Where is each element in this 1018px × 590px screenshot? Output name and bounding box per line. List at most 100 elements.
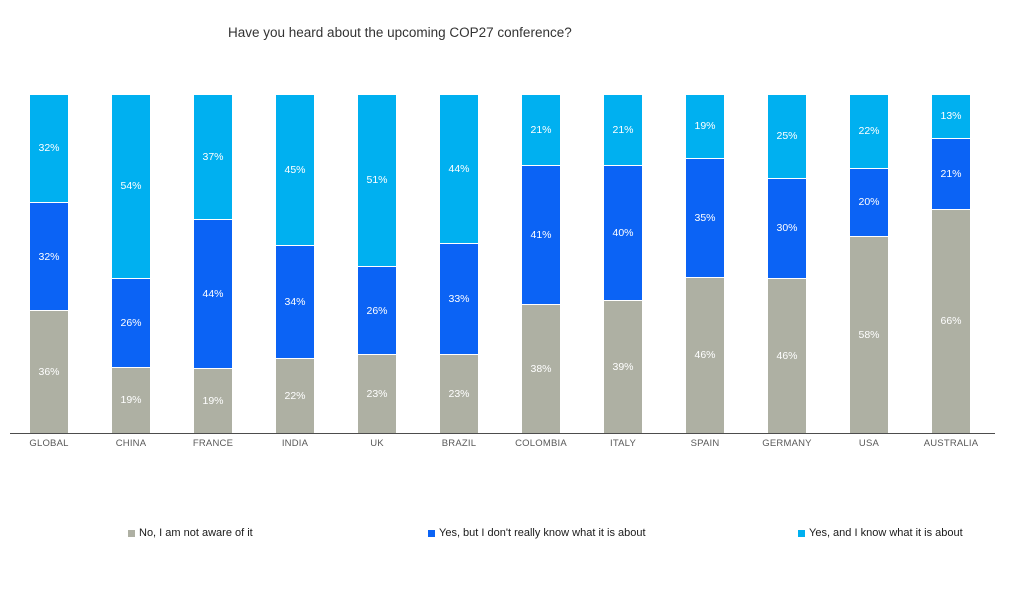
bar-value-label: 39%: [612, 360, 634, 373]
bar-segment: 58%: [850, 236, 888, 433]
x-axis-label-germany: GERMANY: [762, 438, 812, 449]
bar-value-label: 51%: [366, 174, 388, 187]
bar-segment: 30%: [768, 178, 806, 280]
bar-value-label: 44%: [202, 287, 224, 300]
legend-swatch-icon: [798, 529, 805, 537]
bar-segment: 19%: [686, 95, 724, 160]
bar-australia: 66% 21% 13%: [932, 95, 970, 433]
bar-value-label: 38%: [530, 362, 552, 375]
bar-segment: 41%: [522, 165, 560, 305]
bar-segment: 13%: [932, 95, 970, 139]
bar-value-label: 21%: [940, 167, 962, 180]
x-axis-label-spain: SPAIN: [690, 438, 720, 449]
bar-value-label: 19%: [694, 120, 716, 133]
bar-value-label: 25%: [776, 130, 798, 143]
bar-segment: 21%: [522, 95, 560, 166]
bar-segment: 32%: [30, 203, 68, 312]
bar-value-label: 41%: [530, 228, 552, 241]
x-axis-label-france: FRANCE: [192, 438, 234, 449]
legend-swatch-icon: [428, 529, 435, 537]
bar-segment: 22%: [850, 95, 888, 170]
bar-value-label: 54%: [120, 180, 142, 193]
bar-segment: 36%: [30, 311, 68, 433]
bar-value-label: 21%: [530, 123, 552, 136]
bar-colombia: 38% 41% 21%: [522, 95, 560, 433]
bar-segment: 23%: [440, 355, 478, 433]
bar-segment: 39%: [604, 301, 642, 433]
x-axis-label-colombia: COLOMBIA: [515, 438, 567, 449]
bar-value-label: 58%: [858, 328, 880, 341]
bar-segment: 34%: [276, 245, 314, 360]
x-axis-label-china: CHINA: [115, 438, 147, 449]
bar-segment: 20%: [850, 169, 888, 237]
legend-item: No, I am not aware of it: [128, 527, 253, 539]
bar-france: 19% 44% 37%: [194, 95, 232, 433]
x-axis-label-australia: AUSTRALIA: [923, 438, 979, 449]
bar-segment: 37%: [194, 95, 232, 221]
bar-italy: 39% 40% 21%: [604, 95, 642, 433]
bar-value-label: 32%: [38, 142, 60, 155]
bar-value-label: 40%: [612, 226, 634, 239]
bar-value-label: 23%: [448, 387, 470, 400]
x-axis-label-usa: USA: [858, 438, 880, 449]
bar-value-label: 46%: [694, 349, 716, 362]
plot-area: 36% 32% 32% 19% 26% 54% 19% 44% 37% 22% 34% 45% 23% 2…: [0, 95, 1018, 433]
bar-segment: 51%: [358, 95, 396, 268]
bar-segment: 32%: [30, 95, 68, 204]
bar-value-label: 22%: [858, 125, 880, 138]
bar-brazil: 23% 33% 44%: [440, 95, 478, 433]
bar-segment: 21%: [932, 138, 970, 210]
bar-value-label: 34%: [284, 295, 306, 308]
x-axis-label-uk: UK: [370, 438, 384, 449]
bar-value-label: 33%: [448, 292, 470, 305]
bar-value-label: 66%: [940, 315, 962, 328]
bar-value-label: 44%: [448, 162, 470, 175]
bar-segment: 44%: [194, 220, 232, 369]
bar-segment: 66%: [932, 209, 970, 433]
bar-segment: 46%: [768, 279, 806, 433]
bar-global: 36% 32% 32%: [30, 95, 68, 433]
bar-segment: 25%: [768, 95, 806, 179]
bar-value-label: 37%: [202, 150, 224, 163]
bar-china: 19% 26% 54%: [112, 95, 150, 433]
bar-value-label: 45%: [284, 163, 306, 176]
bar-segment: 21%: [604, 95, 642, 166]
bar-segment: 23%: [358, 355, 396, 433]
bar-value-label: 26%: [366, 304, 388, 317]
bar-value-label: 30%: [776, 222, 798, 235]
bar-segment: 35%: [686, 159, 724, 278]
bar-india: 22% 34% 45%: [276, 95, 314, 433]
bar-value-label: 46%: [776, 349, 798, 362]
bar-value-label: 13%: [940, 110, 962, 123]
x-axis-label-global: GLOBAL: [29, 438, 69, 449]
bar-value-label: 21%: [612, 123, 634, 136]
x-axis-label-india: INDIA: [281, 438, 309, 449]
bar-segment: 19%: [112, 368, 150, 433]
bar-value-label: 19%: [120, 394, 142, 407]
bar-segment: 19%: [194, 368, 232, 433]
legend-item: Yes, but I don't really know what it is …: [428, 527, 646, 539]
legend: No, I am not aware of it Yes, but I don't…: [0, 527, 1018, 543]
bar-value-label: 35%: [694, 211, 716, 224]
bar-value-label: 22%: [284, 389, 306, 402]
x-axis-label-brazil: BRAZIL: [441, 438, 477, 449]
bar-segment: 26%: [358, 267, 396, 356]
bar-spain: 46% 35% 19%: [686, 95, 724, 433]
legend-swatch-icon: [128, 529, 135, 537]
bar-uk: 23% 26% 51%: [358, 95, 396, 433]
bar-value-label: 32%: [38, 250, 60, 263]
x-axis-label-italy: ITALY: [610, 438, 636, 449]
bar-value-label: 20%: [858, 196, 880, 209]
bar-segment: 46%: [686, 277, 724, 433]
legend-label: Yes, and I know what it is about: [809, 527, 963, 539]
x-axis-line: [10, 433, 995, 434]
bar-segment: 40%: [604, 166, 642, 302]
bar-segment: 38%: [522, 304, 560, 433]
bar-segment: 44%: [440, 95, 478, 244]
legend-label: No, I am not aware of it: [139, 527, 253, 539]
bar-segment: 22%: [276, 359, 314, 433]
bar-segment: 33%: [440, 243, 478, 356]
legend-item: Yes, and I know what it is about: [798, 527, 963, 539]
bar-segment: 54%: [112, 95, 150, 280]
